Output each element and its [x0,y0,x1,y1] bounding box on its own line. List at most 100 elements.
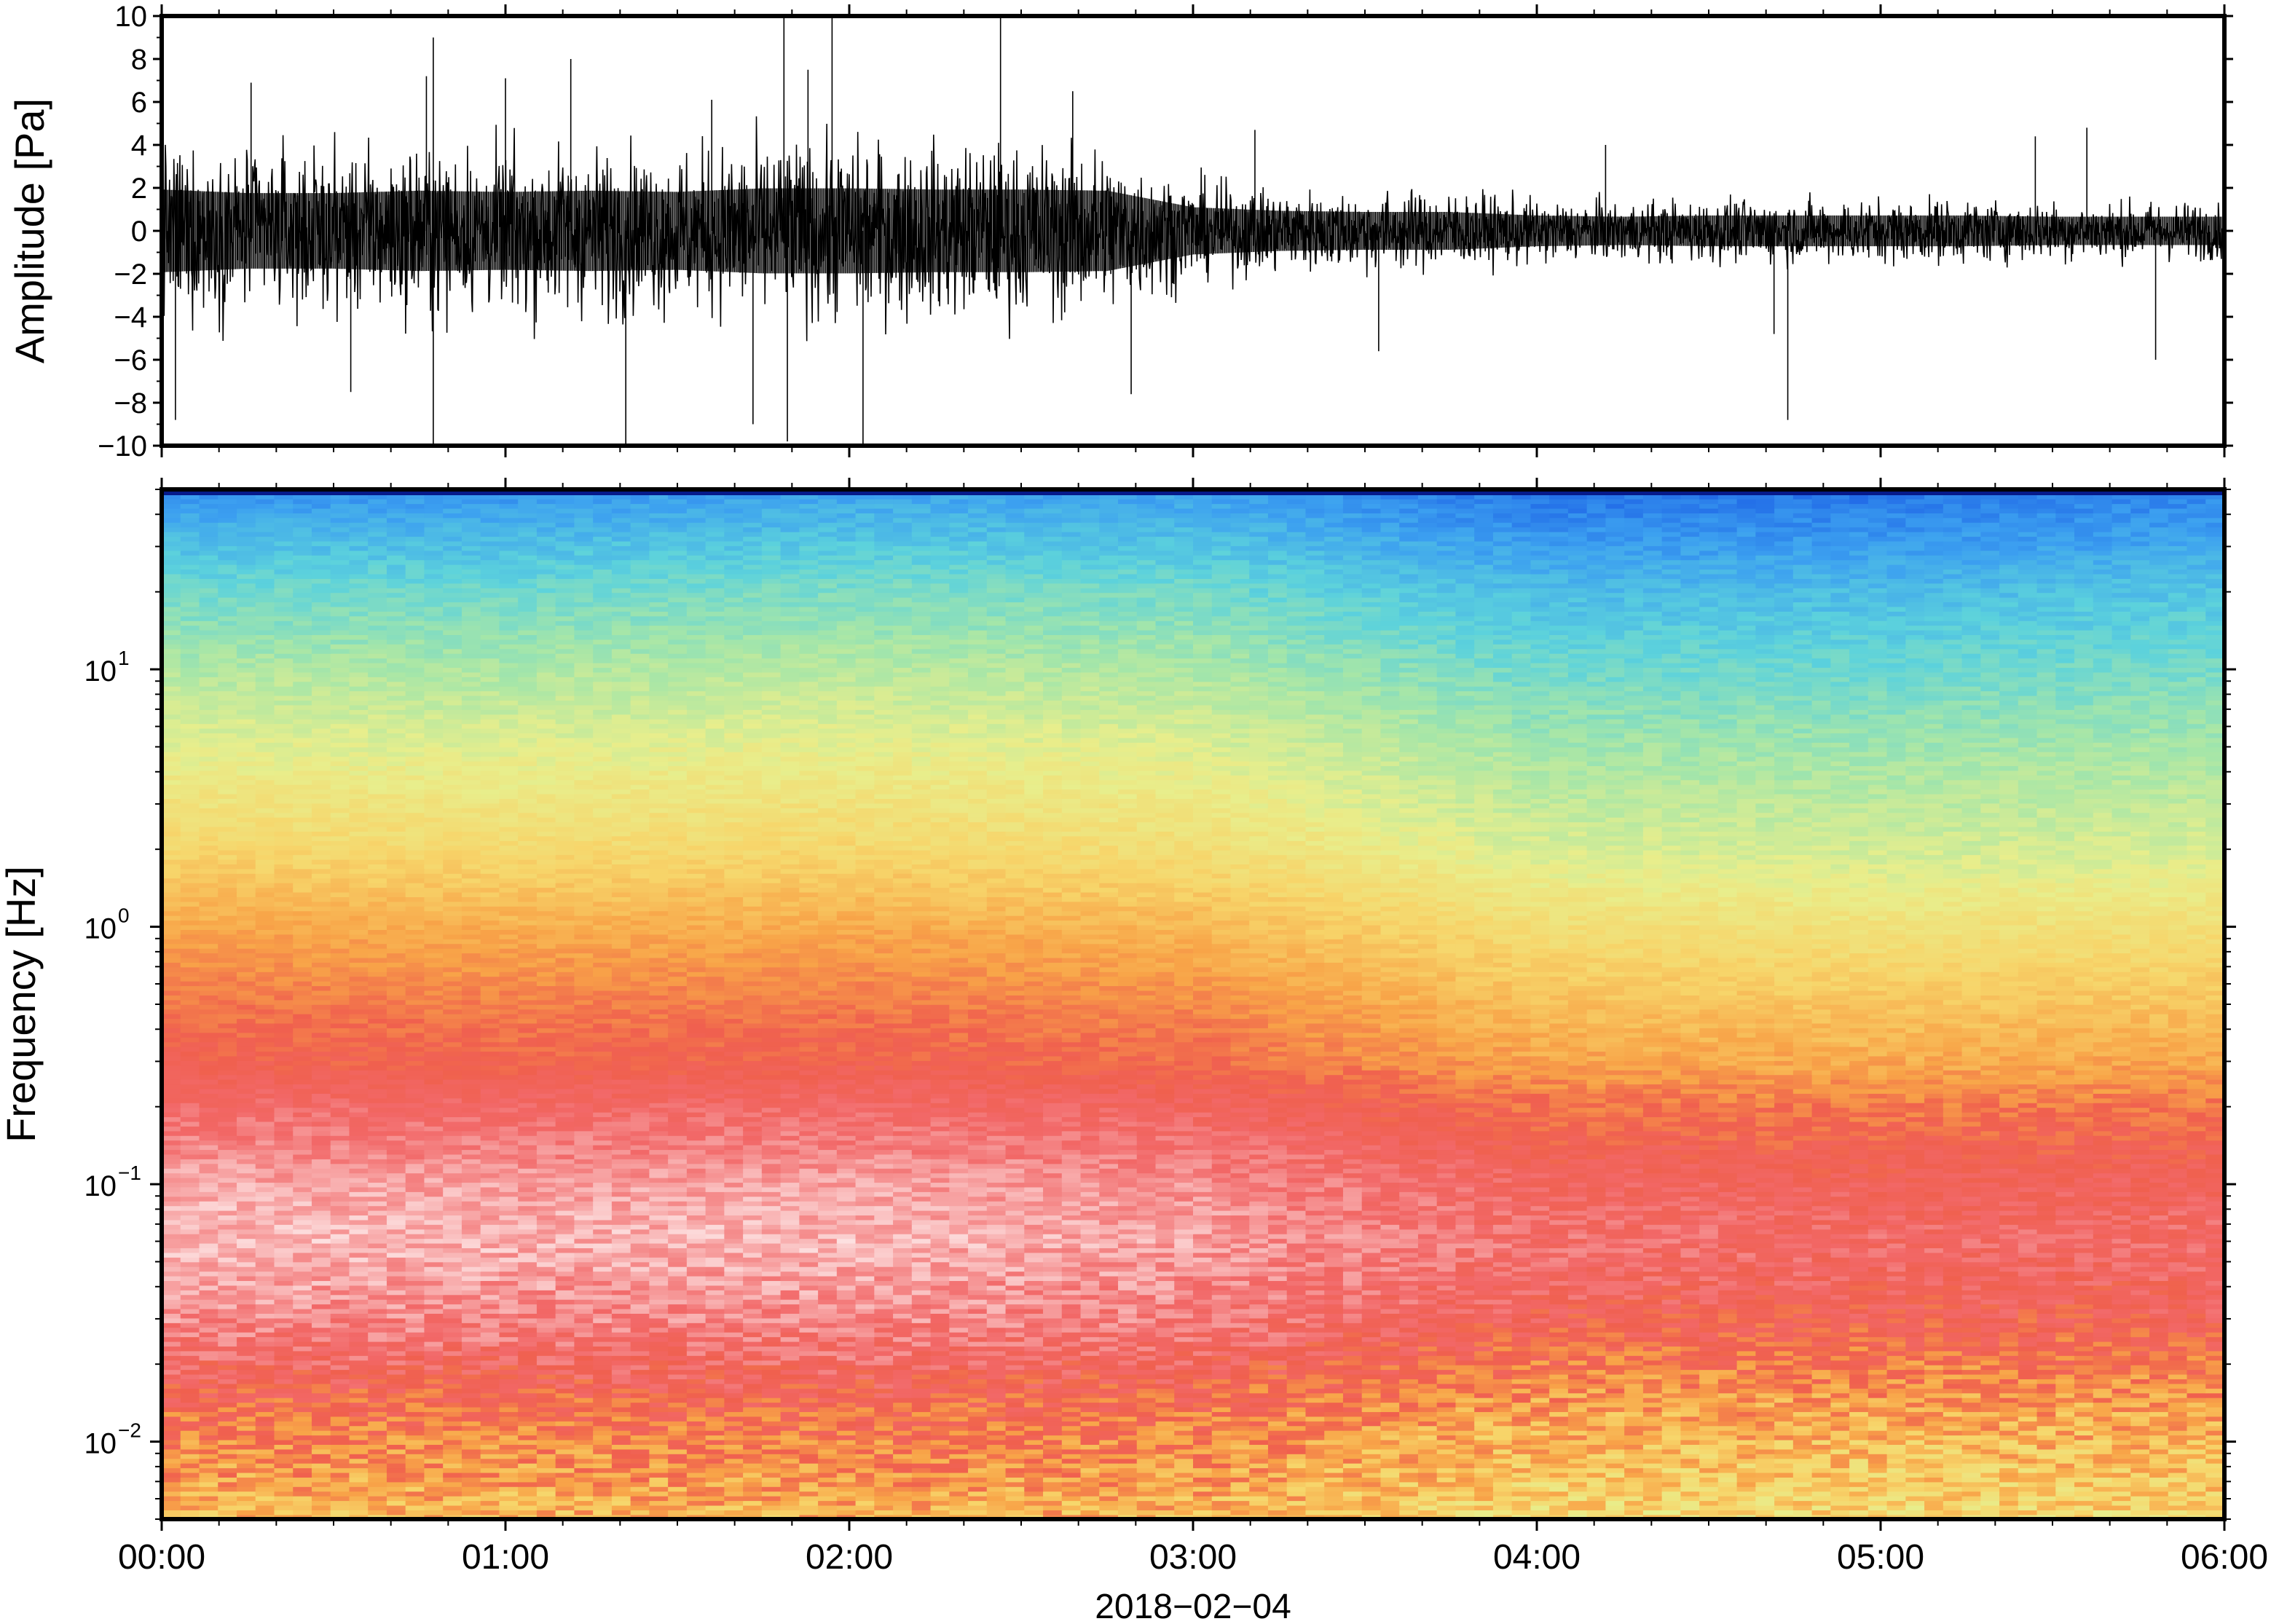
spectrogram-cell [1062,1477,1082,1482]
spectrogram-cell [237,1392,256,1398]
spectrogram-cell [1755,1449,1775,1454]
spectrogram-cell [1530,1505,1550,1510]
spectrogram-cell [537,1454,556,1459]
spectrogram-cell [874,1505,894,1510]
spectrogram-cell [931,1510,950,1515]
spectrogram-cell [293,1458,312,1463]
spectrogram-cell [874,1384,894,1389]
spectrogram-cell [1230,1458,1250,1463]
spectrogram-cell [762,1318,782,1323]
spectrogram-cell [499,1491,519,1496]
spectrogram-cell [1868,1467,1888,1473]
spectrogram-cell [424,1365,444,1370]
spectrogram-cell [949,1482,969,1487]
spectrogram-cell [2130,1369,2150,1374]
spectrogram-cell [1924,1482,1944,1487]
spectrogram-cell [1905,1458,1925,1463]
spectrogram-cell [2187,1482,2207,1487]
spectrogram-cell [1493,1496,1513,1501]
spectrogram-cell [1793,1318,1813,1323]
spectrogram-cell [499,1384,519,1389]
spectrogram-cell [912,1500,932,1505]
spectrogram-cell [1999,1416,2019,1422]
spectrogram-cell [799,1510,819,1515]
spectrogram-cell [799,1365,819,1370]
spectrogram-cell [1568,1388,1588,1393]
spectrogram-cell [237,1327,256,1332]
spectrogram-cell [856,1374,875,1379]
spectrogram-cell [331,1505,350,1510]
spectrogram-cell [1324,1355,1344,1360]
spectrogram-cell [1043,1425,1063,1430]
spectrogram-cell [893,1425,913,1430]
spectrogram-cell [743,1463,763,1468]
spectrogram-cell [2112,1510,2132,1515]
spectrogram-cell [2130,1435,2150,1440]
spectrogram-cell [1287,1416,1307,1422]
spectrogram-cell [818,1500,838,1505]
spectrogram-cell [1755,1360,1775,1365]
spectrogram-cell [724,1467,744,1473]
spectrogram-cell [706,1477,725,1482]
spectrogram-cell [256,1491,275,1496]
spectrogram-cell [1568,1374,1588,1379]
spectrogram-cell [706,1388,725,1393]
spectrogram-cell [181,1341,200,1347]
spectrogram-cell [762,1425,782,1430]
spectrogram-cell [1549,1421,1569,1426]
spectrogram-cell [1081,1500,1101,1505]
spectrogram-cell [387,1323,406,1328]
spectrogram-cell [2037,1496,2057,1501]
spectrogram-cell [818,1467,838,1473]
spectrogram-cell [256,1318,275,1323]
spectrogram-cell [1699,1407,1719,1412]
spectrogram-cell [349,1374,369,1379]
spectrogram-cell [1137,1435,1157,1440]
spectrogram-cell [1849,1444,1869,1449]
spectrogram-cell [387,1365,406,1370]
spectrogram-cell [2037,1384,2057,1389]
spectrogram-cell [2074,1411,2094,1416]
spectrogram-cell [1549,1392,1569,1398]
spectrogram-cell [593,1369,613,1374]
spectrogram-cell [668,1482,688,1487]
spectrogram-cell [1755,1505,1775,1510]
spectrogram-cell [312,1374,331,1379]
spectrogram-cell [1905,1336,1925,1341]
spectrogram-cell [1962,1360,1982,1365]
spectrogram-cell [499,1327,519,1332]
spectrogram-cell [1980,1318,2000,1323]
spectrogram-cell [1174,1463,1194,1468]
spectrogram-cell [1118,1379,1138,1384]
spectrogram-cell [799,1482,819,1487]
spectrogram-cell [424,1491,444,1496]
spectrogram-cell [2112,1435,2132,1440]
spectrogram-cell [424,1384,444,1389]
spectrogram-cell [1455,1407,1475,1412]
spectrogram-cell [1530,1473,1550,1478]
spectrogram-cell [687,1482,707,1487]
spectrogram-cell [368,1454,387,1459]
spectrogram-cell [781,1467,800,1473]
spectrogram-cell [1099,1327,1119,1332]
spectrogram-cell [2055,1473,2075,1478]
spectrogram-cell [874,1496,894,1501]
spectrogram-cell [1474,1336,1494,1341]
spectrogram-cell [1493,1323,1513,1328]
spectrogram-cell [1418,1473,1438,1478]
spectrogram-cell [162,1430,181,1435]
spectrogram-cell [1830,1374,1850,1379]
spectrogram-cell [1737,1463,1757,1468]
spectrogram-cell [968,1491,988,1496]
spectrogram-cell [518,1318,538,1323]
spectrogram-cell [1718,1323,1738,1328]
spectrogram-cell [274,1402,294,1407]
spectrogram-cell [1605,1379,1625,1384]
spectrogram-cell [743,1379,763,1384]
spectrogram-cell [1212,1463,1232,1468]
spectrogram-cell [1437,1360,1457,1365]
spectrogram-cell [1830,1351,1850,1356]
spectrogram-cell [1081,1458,1101,1463]
spectrogram-cell [1849,1421,1869,1426]
spectrogram-cell [1737,1449,1757,1454]
